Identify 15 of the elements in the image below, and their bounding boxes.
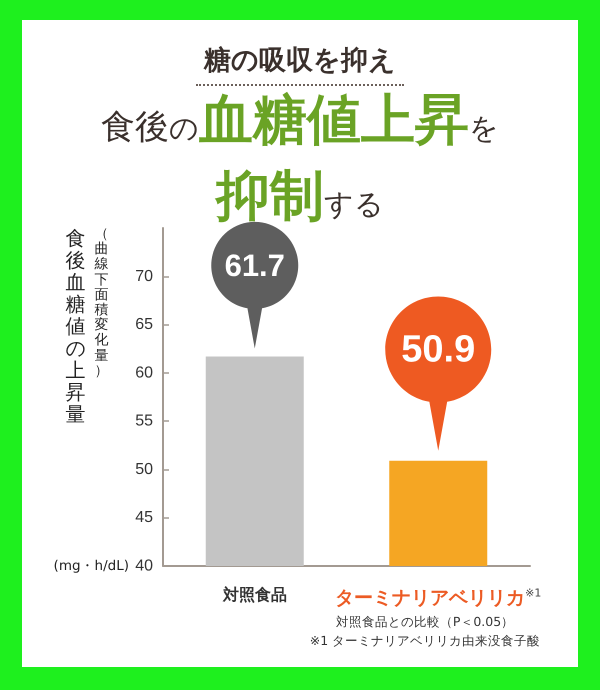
- y-tick-label: 50: [135, 460, 154, 478]
- chart-title: 糖の吸収を抑え: [196, 45, 404, 86]
- y-tick-label: 40: [135, 558, 154, 574]
- x-tick-label: ターミナリアベリリカ$^{※1}$: [335, 586, 542, 611]
- text: 対照食品との比較（P＜0.05）: [336, 614, 514, 631]
- y-tick-label: 70: [135, 268, 154, 285]
- data-label: 61.7: [224, 248, 285, 283]
- y-tick-label: 65: [135, 316, 154, 334]
- y-tick-label: 45: [135, 509, 154, 526]
- y-tick-label: 60: [135, 364, 154, 382]
- y-tick-label: 55: [135, 412, 154, 430]
- text: ※1 ターミナリアベリリカ由来没食子酸: [310, 633, 540, 650]
- data-label: 50.9: [401, 328, 476, 371]
- text: 食後の血糖値上昇を抑制する: [101, 87, 499, 227]
- x-tick-label: 対照食品: [222, 585, 287, 606]
